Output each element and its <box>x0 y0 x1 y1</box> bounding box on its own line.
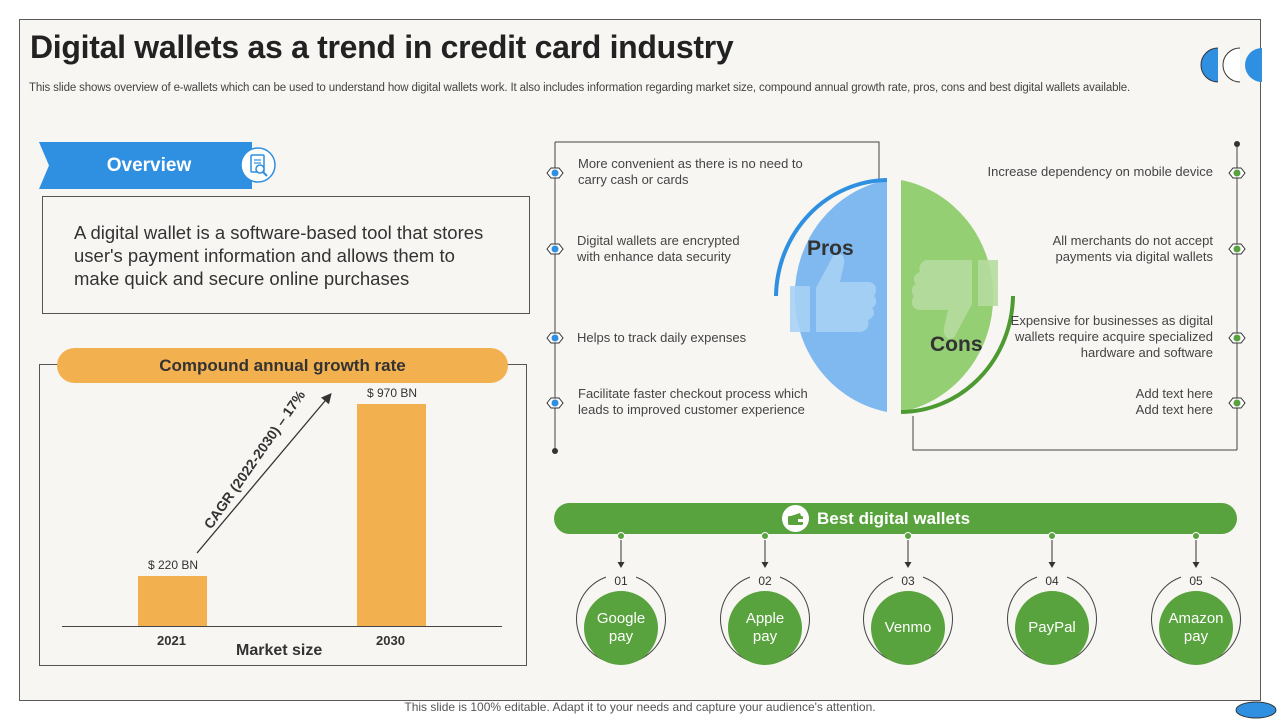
wallet-name-text: PayPal <box>1028 619 1076 636</box>
wallet-number: 04 <box>1037 574 1067 588</box>
document-search-icon <box>240 147 276 183</box>
wallet-number: 05 <box>1181 574 1211 588</box>
cons-bullet-marker <box>1228 167 1246 179</box>
wallet-name: Amazon pay <box>1159 591 1233 665</box>
bar-value-label: $ 220 BN <box>148 557 199 572</box>
cons-bullet-marker <box>1228 397 1246 409</box>
wallet-name: Google pay <box>584 591 658 665</box>
wallet-name: Venmo <box>871 591 945 665</box>
bar-2030 <box>357 404 426 626</box>
wallet-name-text: Venmo <box>884 619 932 636</box>
page-subtitle: This slide shows overview of e-wallets w… <box>29 82 1131 94</box>
wallet-name: Apple pay <box>728 591 802 665</box>
best-wallets-heading: Best digital wallets <box>817 509 971 528</box>
cons-item-1: Increase dependency on mobile device <box>987 164 1213 179</box>
wallet-name-text: Google pay <box>596 610 646 645</box>
best-wallets-banner <box>554 503 1237 534</box>
cons-item-2: All merchants do not accept payments via… <box>1052 233 1213 264</box>
cons-bullet-marker <box>1228 243 1246 255</box>
wallet-number: 03 <box>893 574 923 588</box>
cons-label: Cons <box>930 333 983 356</box>
pros-item-2: Digital wallets are encrypted with enhan… <box>577 233 740 264</box>
bar-2021 <box>138 575 207 626</box>
cagr-arrow <box>196 393 332 554</box>
pros-bullet-marker <box>546 397 564 409</box>
market-size-label: Market size <box>236 642 323 659</box>
wallet-number: 02 <box>750 574 780 588</box>
wallet-name-text: Apple pay <box>745 610 785 645</box>
thumbs-up-icon <box>790 253 877 332</box>
bar-year-label: 2030 <box>376 633 405 648</box>
pros-cons-circle <box>774 178 1015 414</box>
pros-bullet-marker <box>546 243 564 255</box>
cons-item-4: Add text here Add text here <box>1135 386 1213 417</box>
pros-bullet-marker <box>546 332 564 344</box>
bar-year-label: 2021 <box>157 633 186 648</box>
footer-note: This slide is 100% editable. Adapt it to… <box>404 700 876 714</box>
wallet-connector <box>904 532 912 568</box>
cagr-heading: Compound annual growth rate <box>57 348 508 383</box>
overview-text: A digital wallet is a software-based too… <box>74 222 484 289</box>
wallet-name: PayPal <box>1015 591 1089 665</box>
wallet-icon <box>782 505 809 532</box>
page-title: Digital wallets as a trend in credit car… <box>30 29 734 65</box>
overview-banner <box>39 142 252 189</box>
bar-value-label: $ 970 BN <box>367 386 418 400</box>
wallet-connector <box>761 532 769 568</box>
pros-bullet-marker <box>546 167 564 179</box>
wallet-name-text: Amazon pay <box>1168 610 1224 645</box>
pros-label: Pros <box>807 237 854 260</box>
wallet-connector <box>1192 532 1200 568</box>
pros-item-1: More convenient as there is no need to c… <box>578 156 803 187</box>
cons-item-3: Expensive for businesses as digital wall… <box>1010 313 1213 360</box>
wallet-connector <box>617 532 625 568</box>
overview-label: Overview <box>106 155 192 176</box>
overview-box <box>42 196 530 314</box>
wallet-number: 01 <box>606 574 636 588</box>
decorative-circles <box>1200 47 1262 83</box>
thumbs-down-icon <box>911 260 998 339</box>
decorative-oval <box>1235 701 1277 719</box>
pros-item-3: Helps to track daily expenses <box>577 330 747 345</box>
cons-bullet-marker <box>1228 332 1246 344</box>
chart-axis <box>62 626 502 627</box>
pros-item-4: Facilitate faster checkout process which… <box>578 386 808 417</box>
wallet-connector <box>1048 532 1056 568</box>
